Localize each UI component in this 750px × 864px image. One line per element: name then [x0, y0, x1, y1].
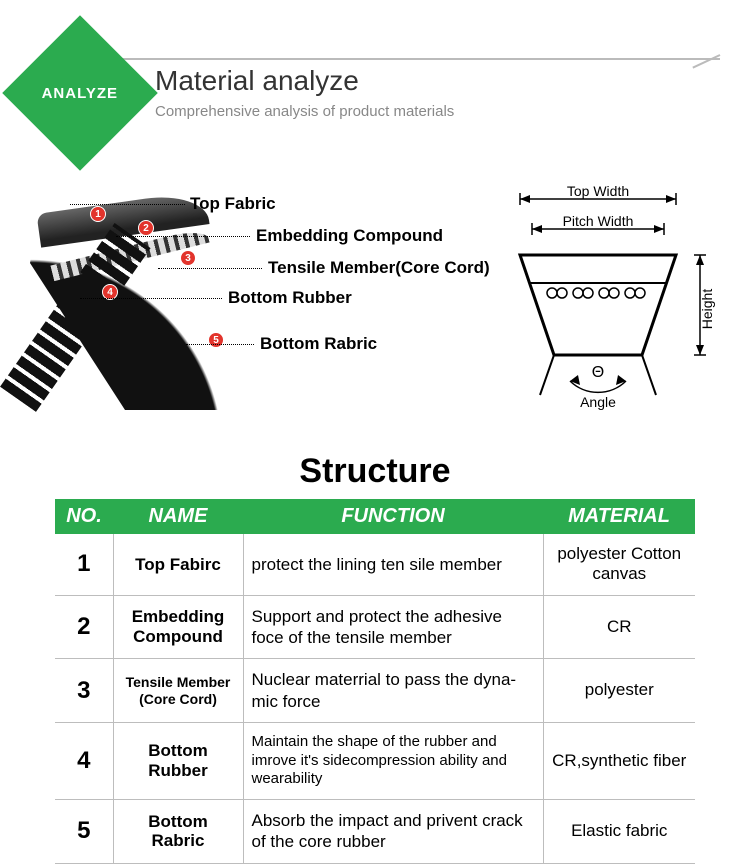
belt-cutaway-illustration: [30, 200, 220, 410]
cell-no: 5: [55, 800, 113, 864]
cell-function: Nuclear materrial to pass the dyna- mic …: [243, 659, 543, 723]
table-header-row: NO. NAME FUNCTION MATERIAL: [55, 499, 695, 534]
cell-no: 4: [55, 722, 113, 799]
page-subtitle: Comprehensive analysis of product materi…: [155, 103, 454, 120]
belt-callout-2: Embedding Compound: [256, 226, 443, 246]
cell-material: polyester: [543, 659, 695, 723]
col-header-function: FUNCTION: [243, 499, 543, 534]
cell-function: Absorb the impact and privent crack of t…: [243, 800, 543, 864]
cell-material: Elastic fabric: [543, 800, 695, 864]
table-body: 1Top Fabircprotect the lining ten sile m…: [55, 534, 695, 863]
cell-name: Embedding Compound: [113, 595, 243, 659]
col-header-name: NAME: [113, 499, 243, 534]
cell-material: CR,synthetic fiber: [543, 722, 695, 799]
col-header-material: MATERIAL: [543, 499, 695, 534]
col-header-no: NO.: [55, 499, 113, 534]
diagram-area: 1 Top Fabric 2 Embedding Compound 3 Tensile M…: [0, 180, 750, 440]
cell-name: Bottom Rabric: [113, 800, 243, 864]
belt-callout-3: Tensile Member(Core Cord): [268, 258, 490, 278]
table-row: 3Tensile Member (Core Cord)Nuclear mater…: [55, 659, 695, 723]
header-text: Material analyze Comprehensive analysis …: [155, 65, 454, 120]
table-row: 2Embedding CompoundSupport and protect t…: [55, 595, 695, 659]
belt-marker-1: 1: [90, 206, 106, 222]
table-row: 1Top Fabircprotect the lining ten sile m…: [55, 534, 695, 595]
cell-function: protect the lining ten sile member: [243, 534, 543, 595]
structure-heading: Structure: [0, 452, 750, 491]
belt-callout-5: Bottom Rabric: [260, 334, 377, 354]
label-angle: Angle: [580, 394, 616, 410]
label-angle-symbol: Θ: [592, 364, 604, 381]
table-row: 5Bottom RabricAbsorb the impact and priv…: [55, 800, 695, 864]
belt-callout-4: Bottom Rubber: [228, 288, 352, 308]
cell-name: Bottom Rubber: [113, 722, 243, 799]
cell-name: Top Fabirc: [113, 534, 243, 595]
label-top-width: Top Width: [567, 185, 629, 199]
belt-marker-5: 5: [208, 332, 224, 348]
cell-function: Maintain the shape of the rubber and imr…: [243, 722, 543, 799]
label-height: Height: [699, 289, 715, 330]
belt-marker-2: 2: [138, 220, 154, 236]
header-divider: [70, 58, 720, 60]
cross-section-diagram: Top Width Pitch Width: [500, 185, 720, 415]
header: ANALYZE Material analyze Comprehensive a…: [0, 10, 750, 160]
cell-material: CR: [543, 595, 695, 659]
analyze-badge-text: ANALYZE: [42, 85, 118, 102]
label-pitch-width: Pitch Width: [563, 213, 634, 229]
belt-callout-1: Top Fabric: [190, 194, 276, 214]
cell-no: 2: [55, 595, 113, 659]
belt-marker-3: 3: [180, 250, 196, 266]
page-title: Material analyze: [155, 65, 454, 97]
structure-table: NO. NAME FUNCTION MATERIAL 1Top Fabircpr…: [55, 499, 695, 864]
cell-function: Support and protect the adhesive foce of…: [243, 595, 543, 659]
cell-name: Tensile Member (Core Cord): [113, 659, 243, 723]
cell-material: polyester Cotton canvas: [543, 534, 695, 595]
analyze-badge: ANALYZE: [2, 15, 158, 171]
cell-no: 1: [55, 534, 113, 595]
cell-no: 3: [55, 659, 113, 723]
table-row: 4Bottom RubberMaintain the shape of the …: [55, 722, 695, 799]
